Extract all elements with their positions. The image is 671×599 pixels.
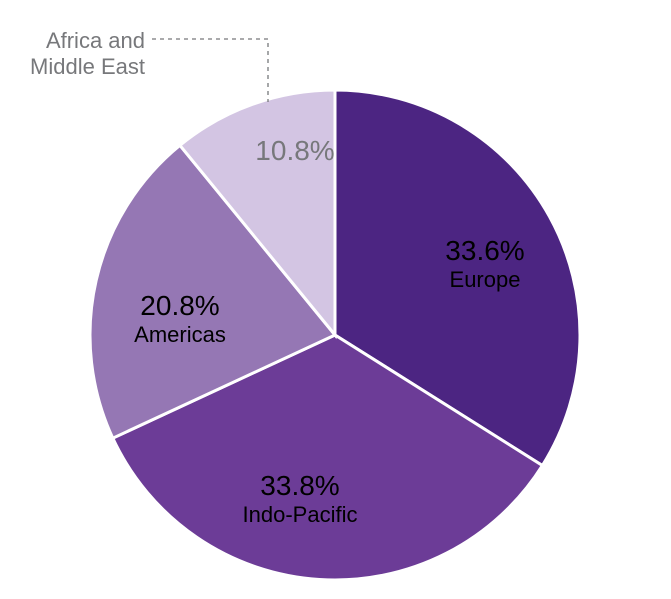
- leader-line-africa-me: [152, 39, 268, 102]
- pie-chart: [0, 0, 671, 599]
